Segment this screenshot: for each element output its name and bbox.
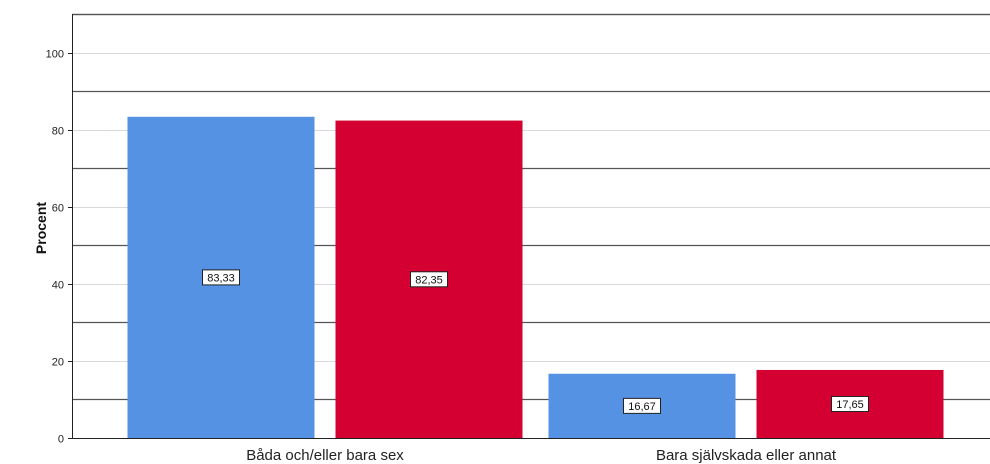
labels: 83,33 16,67 82,35 17,65 bbox=[202, 269, 869, 414]
data-label-2-1: 82,35 bbox=[415, 274, 443, 286]
y-tick-label: 0 bbox=[58, 434, 64, 446]
axes: 0 20 40 60 80 100 Båda och/eller bara sex Bara … bbox=[46, 14, 990, 464]
data-label-box-2-2 bbox=[831, 395, 869, 412]
y-tick-label: 40 bbox=[52, 280, 64, 292]
data-label-2-2: 17,65 bbox=[836, 399, 864, 411]
data-label-1-2: 16,67 bbox=[628, 401, 656, 413]
data-label-box-1-1 bbox=[202, 269, 240, 286]
data-label-1-1: 83,33 bbox=[207, 272, 235, 284]
y-tick-label: 20 bbox=[52, 357, 64, 369]
y-tick-label: 80 bbox=[52, 126, 64, 138]
y-tick-label: 100 bbox=[46, 49, 64, 61]
y-tick-label: 60 bbox=[52, 203, 64, 215]
x-category-label-2: Bara självskada eller annat bbox=[656, 447, 837, 464]
x-category-label-1: Båda och/eller bara sex bbox=[246, 447, 404, 464]
y-axis-label: Procent bbox=[33, 202, 49, 254]
data-label-box-2-1 bbox=[410, 271, 448, 288]
bars bbox=[127, 116, 944, 439]
data-label-box-1-2 bbox=[623, 397, 661, 414]
